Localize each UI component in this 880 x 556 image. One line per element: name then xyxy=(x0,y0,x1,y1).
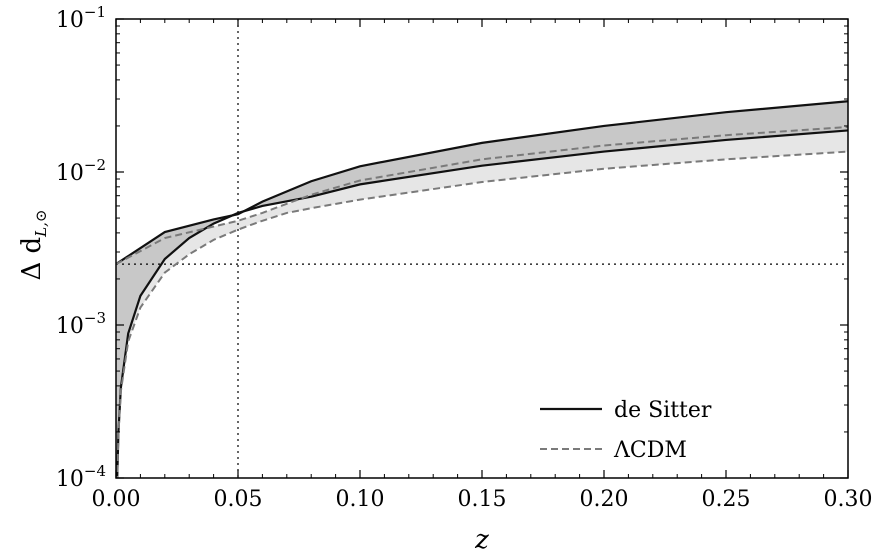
x-tick-label: 0.25 xyxy=(702,487,751,512)
band--cdm xyxy=(116,126,848,478)
x-tick-label: 0.15 xyxy=(458,487,507,512)
curve-lower-de-sitter xyxy=(116,129,848,478)
y-tick-label: 10−4 xyxy=(56,462,106,492)
svg-text:Δ dL,⊙: Δ dL,⊙ xyxy=(17,210,50,281)
legend-label: ΛCDM xyxy=(613,438,687,463)
y-axis-label: Δ dL,⊙ xyxy=(17,210,50,281)
reference-lines xyxy=(116,19,848,478)
x-tick-label: 0.10 xyxy=(336,487,385,512)
x-tick-label: 0.20 xyxy=(580,487,629,512)
y-tick-label: 10−3 xyxy=(56,309,106,339)
y-tick-label: 10−2 xyxy=(56,156,106,186)
x-tick-label: 0.00 xyxy=(92,487,141,512)
x-tick-label: 0.05 xyxy=(214,487,263,512)
band-fills xyxy=(116,101,848,478)
band-de-sitter xyxy=(116,101,848,478)
y-tick-label: 10−1 xyxy=(56,3,106,33)
series-curves xyxy=(116,100,848,478)
plot-frame xyxy=(115,18,849,479)
x-axis-label: z xyxy=(474,525,489,555)
x-axis: 0.00 0.05 0.10 0.15 0.20 0.25 0.30 xyxy=(92,19,873,512)
x-tick-label: 0.30 xyxy=(824,487,873,512)
y-axis: 10−4 10−3 10−2 10−1 xyxy=(56,3,848,492)
curve-upper-de-sitter xyxy=(116,100,848,266)
legend: de Sitter ΛCDM xyxy=(540,398,712,463)
curve-lower--cdm xyxy=(116,150,848,478)
y-axis-label-subscript: L,⊙ xyxy=(32,210,50,238)
y-axis-label-main: Δ d xyxy=(17,237,47,281)
legend-label: de Sitter xyxy=(614,398,712,423)
